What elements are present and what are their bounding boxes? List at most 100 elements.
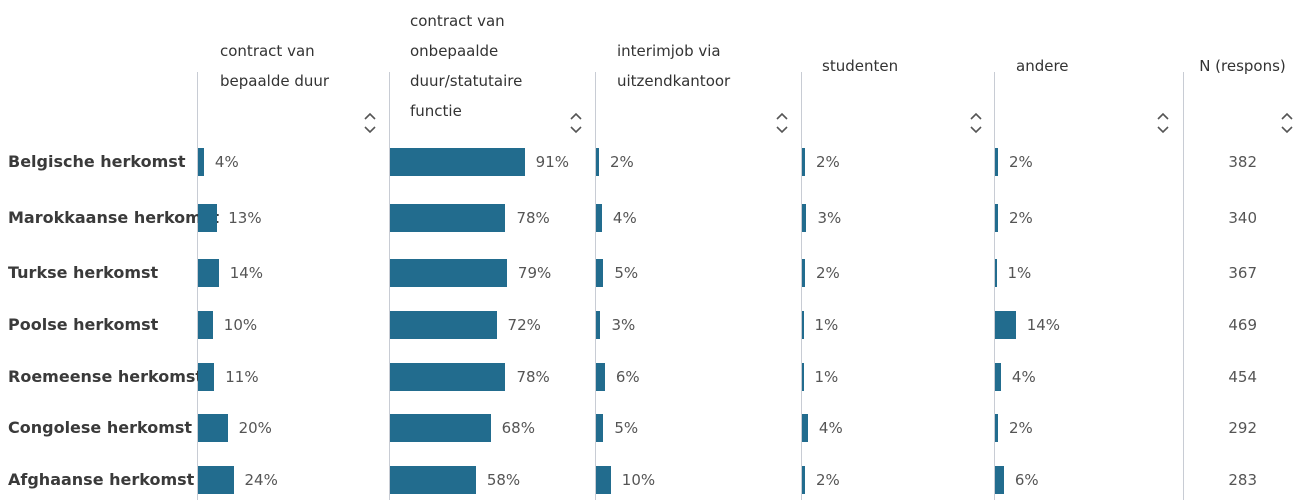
column-header: contract van bepaalde duur [220,42,330,90]
bar [995,259,997,287]
value-label: 2% [1008,419,1033,437]
row-label: Afghaanse herkomst [8,470,195,489]
value-label: 79% [517,264,552,282]
n-cell: 367 [1228,264,1257,282]
bar [596,259,604,287]
value-label: 20% [238,419,272,437]
bar [995,363,1001,391]
n-cell: 292 [1228,419,1257,437]
column-header: N (respons) [1199,57,1286,75]
value-label: 4% [612,209,637,227]
sort-icon [970,112,982,134]
row-label: Congolese herkomst [8,418,193,437]
value-label: 2% [1008,209,1033,227]
bar [198,204,218,232]
column-divider [801,72,802,500]
value-label: 78% [516,368,550,386]
bar [390,414,491,442]
row-label: Roemeense herkomst [8,367,204,386]
value-label: 4% [214,153,239,171]
bar [390,363,506,391]
bar [802,414,808,442]
bar [995,204,998,232]
sort-icon [776,112,788,134]
n-cell: 454 [1228,368,1257,386]
n-cell: 382 [1228,153,1257,171]
value-label: 58% [486,471,521,489]
value-label: 24% [244,471,278,489]
sort-button[interactable] [568,110,584,136]
sort-icon [1281,112,1293,134]
sort-icon [1157,112,1169,134]
n-cell: 283 [1228,471,1257,489]
bar [198,259,219,287]
bar [802,259,805,287]
row-label: Poolse herkomst [8,315,159,334]
column-header: interimjob via uitzendkantoor [617,42,731,90]
value-label: 6% [1014,471,1039,489]
value-label: 2% [815,153,840,171]
column-header: andere [1016,57,1069,75]
bar [802,363,804,391]
bar [802,311,804,339]
bar [596,363,605,391]
value-label: 10% [223,316,258,334]
bar [198,363,215,391]
sort-icon [364,112,376,134]
bar [390,148,525,176]
value-label: 14% [229,264,264,282]
value-label: 14% [1026,316,1061,334]
value-label: 2% [609,153,634,171]
value-label: 68% [501,419,535,437]
column-divider [197,72,198,500]
bar [390,204,506,232]
column-divider [1183,72,1184,500]
bar [995,466,1004,494]
value-label: 4% [1011,368,1036,386]
sort-button[interactable] [1155,110,1171,136]
bar [390,466,476,494]
bar [198,414,228,442]
value-label: 11% [225,368,259,386]
sort-button[interactable] [362,110,378,136]
n-cell: 340 [1228,209,1257,227]
bar [596,414,604,442]
column-divider [994,72,995,500]
value-label: 1% [814,316,839,334]
value-label: 5% [614,419,639,437]
bar [390,259,507,287]
value-label: 4% [818,419,843,437]
bar [198,466,234,494]
value-label: 1% [1007,264,1032,282]
sort-button[interactable] [1279,110,1295,136]
bar [596,311,601,339]
column-header: studenten [822,57,899,75]
row-label: Turkse herkomst [8,263,159,282]
bar [802,204,807,232]
value-label: 72% [507,316,541,334]
column-divider [595,72,596,500]
value-label: 78% [516,209,550,227]
bar [390,311,497,339]
row-label: Belgische herkomst [8,152,186,171]
value-label: 3% [611,316,636,334]
bar [596,466,611,494]
n-cell: 469 [1228,316,1257,334]
row-label: Marokkaanse herkomst [8,208,219,227]
sort-button[interactable] [968,110,984,136]
bar [198,311,213,339]
value-label: 5% [614,264,639,282]
value-label: 2% [815,264,840,282]
bar [802,148,805,176]
bar [995,311,1016,339]
value-label: 1% [814,368,839,386]
value-label: 91% [535,153,570,171]
value-label: 6% [615,368,640,386]
sort-button[interactable] [774,110,790,136]
value-label: 2% [815,471,840,489]
bar [596,204,602,232]
value-label: 2% [1008,153,1033,171]
column-divider [389,72,390,500]
bar [802,466,805,494]
bar [198,148,204,176]
